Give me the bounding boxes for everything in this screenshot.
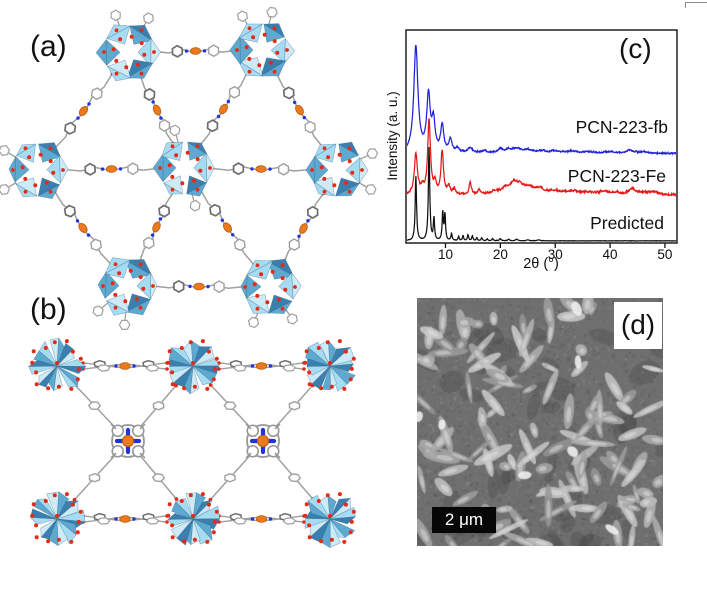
xrd-chart: [405, 29, 678, 248]
panel-c-label: (c): [619, 33, 652, 64]
x-tick-label: 50: [657, 247, 673, 262]
trace-PCN-223-fb: [407, 44, 676, 156]
sem-scale-bar-label: 2 μm: [444, 510, 484, 529]
series-label-pcn-223-fe: PCN-223-Fe: [567, 166, 666, 186]
series-label-pcn-223-fb: PCN-223-fb: [575, 117, 668, 137]
panel-d-label-box: (d): [614, 302, 662, 349]
trace-PCN-223-Fe: [407, 118, 676, 197]
panel-a-structure: [0, 6, 379, 331]
x-tick-label: 20: [492, 247, 508, 262]
series-label-predicted: Predicted: [590, 213, 664, 233]
x-tick-label: 30: [547, 247, 563, 262]
corner-mark: [685, 2, 707, 8]
panel-a-label: (a): [30, 30, 67, 63]
panel-b-label: (b): [30, 293, 67, 326]
x-tick-label: 40: [602, 247, 618, 262]
sem-scale-bar: 2 μm: [432, 507, 496, 533]
trace-Predicted: [407, 146, 676, 242]
xrd-traces: [407, 44, 676, 242]
x-axis-ticks: [444, 243, 666, 248]
x-axis-label: 2θ (°): [523, 256, 559, 272]
chart-frame: [405, 29, 678, 244]
panel-d-label: (d): [620, 309, 656, 340]
x-tick-label: 10: [437, 247, 453, 262]
panel-b-structure: [27, 337, 357, 549]
structure-figures: [0, 6, 379, 549]
y-axis-label: Intensity (a. u.): [385, 91, 400, 181]
